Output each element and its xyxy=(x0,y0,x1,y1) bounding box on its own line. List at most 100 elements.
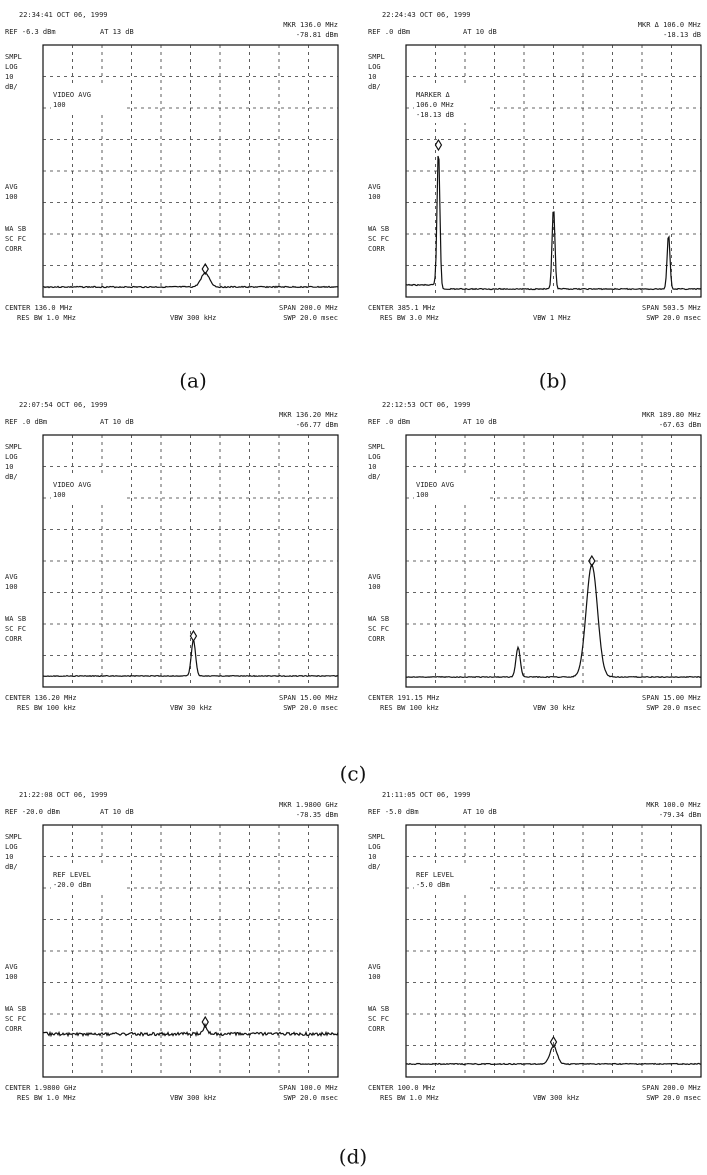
scale-label: LOG xyxy=(368,843,381,851)
figure: 22:34:41 OCT 06, 1999REF -6.3 dBmAT 13 d… xyxy=(0,0,707,1170)
annotation: VIDEO AVG xyxy=(416,481,454,489)
corr-label: SC FC xyxy=(368,1015,389,1023)
annotation: 100 xyxy=(53,101,66,109)
corr-label: CORR xyxy=(5,635,23,643)
scale-label: SMPL xyxy=(368,833,385,841)
timestamp: 22:12:53 OCT 06, 1999 xyxy=(382,401,471,409)
corr-label: WA SB xyxy=(368,615,389,623)
annotation: 100 xyxy=(53,491,66,499)
sweep-time: SWP 20.0 msec xyxy=(283,704,338,712)
scale-label: dB/ xyxy=(5,473,18,481)
annotation: -18.13 dB xyxy=(416,111,454,119)
scale-label: 10 xyxy=(5,853,13,861)
timestamp: 22:07:54 OCT 06, 1999 xyxy=(19,401,108,409)
scale-label: dB/ xyxy=(368,473,381,481)
scale-label: LOG xyxy=(5,63,18,71)
video-bandwidth: VBW 300 kHz xyxy=(170,314,216,322)
marker-readout: MKR 1.9800 GHz xyxy=(279,801,338,809)
avg-label: 100 xyxy=(368,193,381,201)
corr-label: CORR xyxy=(368,635,386,643)
corr-label: WA SB xyxy=(368,225,389,233)
sweep-time: SWP 20.0 msec xyxy=(283,1094,338,1102)
attenuation: AT 13 dB xyxy=(100,28,134,36)
caption: (c) xyxy=(340,762,367,786)
scale-label: LOG xyxy=(368,453,381,461)
marker-readout: -78.81 dBm xyxy=(296,31,338,39)
resolution-bandwidth: RES BW 3.0 MHz xyxy=(380,314,439,322)
marker-readout: -67.63 dBm xyxy=(659,421,701,429)
resolution-bandwidth: RES BW 1.0 MHz xyxy=(17,314,76,322)
corr-label: CORR xyxy=(5,1025,23,1033)
marker-readout: MKR 100.0 MHz xyxy=(646,801,701,809)
attenuation: AT 10 dB xyxy=(463,418,497,426)
avg-label: AVG xyxy=(5,183,18,191)
center-frequency: CENTER 1.9800 GHz xyxy=(5,1084,77,1092)
marker-readout: MKR 189.80 MHz xyxy=(642,411,701,419)
marker-readout: -78.35 dBm xyxy=(296,811,338,819)
caption: (a) xyxy=(179,369,207,393)
avg-label: AVG xyxy=(5,963,18,971)
ref-level: REF .0 dBm xyxy=(5,418,47,426)
span: SPAN 200.0 MHz xyxy=(279,304,338,312)
ref-level: REF -5.0 dBm xyxy=(368,808,419,816)
center-frequency: CENTER 136.20 MHz xyxy=(5,694,77,702)
marker-symbol xyxy=(190,631,196,641)
marker-readout: MKR 136.0 MHz xyxy=(283,21,338,29)
annotation: MARKER Δ xyxy=(416,91,451,99)
annotation: 106.0 MHz xyxy=(416,101,454,109)
ref-level: REF .0 dBm xyxy=(368,418,410,426)
corr-label: WA SB xyxy=(5,1005,26,1013)
timestamp: 21:11:05 OCT 06, 1999 xyxy=(382,791,471,799)
marker-symbol xyxy=(435,140,441,150)
corr-label: WA SB xyxy=(5,615,26,623)
sweep-time: SWP 20.0 msec xyxy=(646,704,701,712)
scale-label: dB/ xyxy=(5,863,18,871)
avg-label: 100 xyxy=(5,583,18,591)
scale-label: 10 xyxy=(368,853,376,861)
video-bandwidth: VBW 300 kHz xyxy=(533,1094,579,1102)
marker-readout: MKR 136.20 MHz xyxy=(279,411,338,419)
scale-label: SMPL xyxy=(5,833,22,841)
caption: (d) xyxy=(339,1145,367,1169)
video-bandwidth: VBW 300 kHz xyxy=(170,1094,216,1102)
avg-label: AVG xyxy=(368,963,381,971)
timestamp: 21:22:08 OCT 06, 1999 xyxy=(19,791,108,799)
annotation: -5.0 dBm xyxy=(416,881,450,889)
corr-label: CORR xyxy=(368,1025,386,1033)
video-bandwidth: VBW 1 MHz xyxy=(533,314,571,322)
annotation: REF LEVEL xyxy=(416,871,454,879)
sweep-time: SWP 20.0 msec xyxy=(646,1094,701,1102)
corr-label: SC FC xyxy=(5,235,26,243)
corr-label: SC FC xyxy=(5,1015,26,1023)
span: SPAN 15.00 MHz xyxy=(642,694,701,702)
avg-label: 100 xyxy=(368,973,381,981)
annotation: VIDEO AVG xyxy=(53,481,91,489)
annotation: REF LEVEL xyxy=(53,871,91,879)
marker-readout: -79.34 dBm xyxy=(659,811,701,819)
attenuation: AT 10 dB xyxy=(463,808,497,816)
analyzer-screen: 21:11:05 OCT 06, 1999 REF -5.0 dBm AT 10 d… xyxy=(368,791,701,1102)
scale-label: SMPL xyxy=(368,443,385,451)
avg-label: 100 xyxy=(5,973,18,981)
ref-level: REF -20.0 dBm xyxy=(5,808,60,816)
span: SPAN 15.00 MHz xyxy=(279,694,338,702)
center-frequency: CENTER 385.1 MHz xyxy=(368,304,435,312)
scale-label: dB/ xyxy=(368,83,381,91)
timestamp: 22:34:41 OCT 06, 1999 xyxy=(19,11,108,19)
corr-label: SC FC xyxy=(368,235,389,243)
resolution-bandwidth: RES BW 1.0 MHz xyxy=(380,1094,439,1102)
sweep-time: SWP 20.0 msec xyxy=(646,314,701,322)
scale-label: dB/ xyxy=(368,863,381,871)
corr-label: WA SB xyxy=(368,1005,389,1013)
attenuation: AT 10 dB xyxy=(463,28,497,36)
video-bandwidth: VBW 30 kHz xyxy=(170,704,212,712)
marker-readout: -18.13 dB xyxy=(663,31,701,39)
scale-label: 10 xyxy=(368,73,376,81)
analyzer-screen: 22:24:43 OCT 06, 1999REF .0 dBmAT 10 dBM… xyxy=(368,11,701,322)
marker-readout: -66.77 dBm xyxy=(296,421,338,429)
ref-level: REF .0 dBm xyxy=(368,28,410,36)
resolution-bandwidth: RES BW 100 kHz xyxy=(380,704,439,712)
scale-label: LOG xyxy=(5,453,18,461)
